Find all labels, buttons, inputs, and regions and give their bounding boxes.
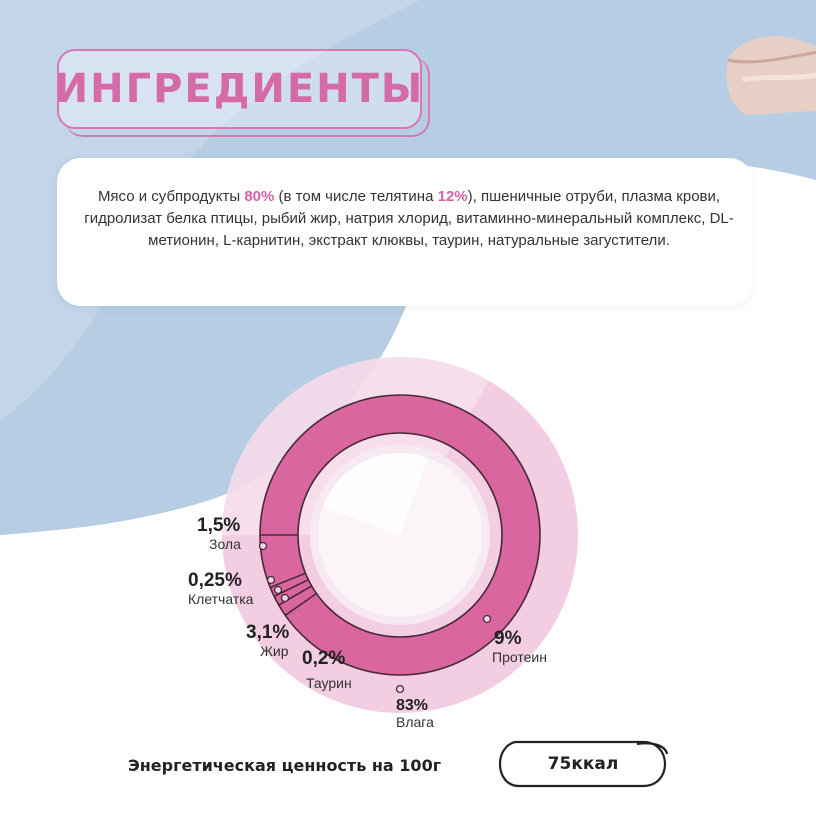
ingredients-part-1: Мясо и субпродукты (97, 188, 245, 205)
meat-photo (726, 36, 816, 115)
moisture-value: 83% (396, 697, 429, 714)
protein-name: Протеин (492, 649, 547, 665)
meat-percent: 80% (244, 188, 275, 205)
veal-percent: 12% (437, 188, 468, 205)
title-frame: ИНГРЕДИЕНТЫ (54, 49, 430, 137)
energy-value: 75ккал (547, 754, 619, 774)
ingredients-card: Мясо и субпродукты 80% (в том числе теля… (57, 158, 753, 306)
energy-badge-outline (498, 740, 669, 788)
label-taurine: 0,2% Таурин (302, 648, 352, 692)
energy-label: Энергетическая ценность на 100г (128, 756, 442, 775)
marker-taurine (280, 593, 290, 603)
slice-separator-4 (284, 592, 317, 616)
slice-separator-1 (269, 572, 306, 589)
fiber-name: Клетчатка (188, 591, 254, 607)
label-fiber: 0,25% Клетчатка (188, 570, 253, 608)
label-ash: 1,5% Зола (197, 515, 241, 553)
label-protein: 9% Протеин (492, 628, 547, 666)
fat-name: Жир (260, 643, 289, 659)
label-moisture: 83% Влага (396, 697, 434, 731)
ingredients-text: Мясо и субпродукты 80% (в том числе теля… (79, 186, 739, 252)
moisture-name: Влага (396, 714, 434, 730)
energy-badge: 75ккал (497, 738, 669, 790)
page-title: ИНГРЕДИЕНТЫ (54, 66, 425, 112)
fiber-value: 0,25% (188, 570, 242, 591)
fat-value: 3,1% (246, 622, 290, 643)
marker-protein (482, 614, 492, 624)
marker-moisture (395, 684, 405, 694)
marker-ash (258, 541, 268, 551)
taurine-value: 0,2% (302, 648, 346, 669)
protein-value: 9% (494, 628, 522, 649)
ash-value: 1,5% (197, 515, 241, 536)
chart-center-highlight (322, 452, 429, 535)
taurine-name: Таурин (306, 675, 352, 691)
ash-name: Зола (209, 536, 241, 552)
label-fat: 3,1% Жир (246, 622, 289, 660)
ingredients-part-2: (в том числе телятина (274, 188, 438, 205)
ingredients-part-3: ), пшеничные отруби, плазма крови, гидро… (84, 188, 734, 249)
marker-fiber (266, 575, 276, 585)
marker-fat (273, 585, 283, 595)
